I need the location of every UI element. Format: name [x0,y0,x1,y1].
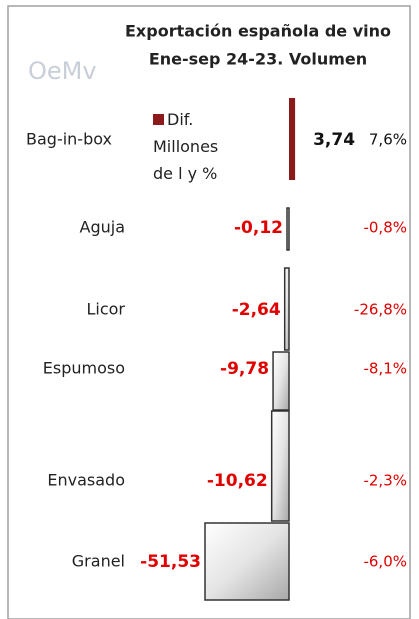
category-label: Licor [86,300,125,319]
chart-subtitle: Ene-sep 24-23. Volumen [149,50,367,69]
category-label: Aguja [80,218,126,237]
value-label: -51,53 [140,552,201,572]
value-label: -0,12 [234,218,283,238]
chart-title: Exportación española de vino [125,22,391,41]
logo: OeMv [28,57,97,85]
bar [286,207,290,251]
category-label: Espumoso [43,359,125,378]
percent-label: -26,8% [354,301,407,319]
category-label: Envasado [47,471,125,490]
value-label: -10,62 [207,471,268,491]
percent-label: -8,1% [363,360,407,378]
legend: Dif. Millones de l y % [153,106,243,187]
bar [283,267,290,351]
percent-label: -2,3% [363,472,407,490]
category-label: Granel [72,552,125,571]
bar [272,351,290,411]
category-label: Bag-in-box [26,130,112,149]
legend-swatch [153,114,164,125]
legend-label: Dif. Millones de l y % [153,110,219,183]
percent-label: -6,0% [363,553,407,571]
bar [204,522,290,601]
percent-label: -0,8% [363,219,407,237]
bar [270,410,290,522]
value-label: -2,64 [232,300,281,320]
value-label: -9,78 [220,359,269,379]
bar [289,98,296,180]
percent-label: 7,6% [369,131,407,149]
frame [7,5,411,619]
value-label: 3,74 [313,130,355,150]
